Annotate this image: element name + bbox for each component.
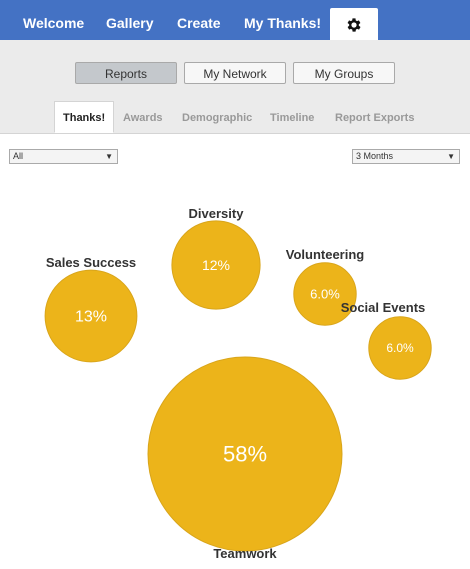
bubble-value-label: 13% bbox=[75, 309, 107, 326]
bubble-value-label: 58% bbox=[223, 442, 267, 467]
bubble-volunteering[interactable] bbox=[293, 262, 357, 326]
group-filter-value: All bbox=[13, 151, 24, 161]
group-filter-select[interactable]: All ▼ bbox=[9, 149, 118, 164]
bubble-social-events[interactable] bbox=[368, 316, 432, 380]
settings-tab[interactable] bbox=[330, 8, 378, 42]
tab-timeline[interactable]: Timeline bbox=[270, 112, 315, 124]
reports-button[interactable]: Reports bbox=[75, 62, 177, 84]
bubble-value-label: 6.0% bbox=[310, 287, 340, 302]
bubble-category-label: Social Events bbox=[341, 300, 426, 315]
bubble-value-label: 6.0% bbox=[386, 341, 414, 355]
nav-gallery[interactable]: Gallery bbox=[106, 15, 154, 31]
gear-icon bbox=[347, 18, 361, 32]
period-filter-value: 3 Months bbox=[356, 151, 394, 161]
bubble-category-label: Sales Success bbox=[46, 255, 136, 270]
tab-report-exports[interactable]: Report Exports bbox=[335, 112, 415, 124]
my-network-button[interactable]: My Network bbox=[184, 62, 286, 84]
tab-thanks[interactable]: Thanks! bbox=[54, 101, 115, 133]
top-navbar: Welcome Gallery Create My Thanks! bbox=[0, 0, 470, 42]
tab-demographic[interactable]: Demographic bbox=[182, 112, 253, 124]
period-filter-select[interactable]: 3 Months ▼ bbox=[352, 149, 460, 164]
dropdown-arrow-icon: ▼ bbox=[447, 152, 455, 161]
nav-welcome[interactable]: Welcome bbox=[23, 15, 85, 31]
bubble-teamwork[interactable] bbox=[147, 356, 343, 552]
tab-awards[interactable]: Awards bbox=[123, 112, 163, 124]
bubble-value-label: 12% bbox=[202, 257, 230, 273]
nav-create[interactable]: Create bbox=[177, 15, 221, 31]
bubble-sales-success[interactable] bbox=[44, 269, 138, 363]
nav-my-thanks[interactable]: My Thanks! bbox=[244, 15, 322, 31]
bubble-chart: 12% Diversity 13% Sales Success 6.0% Voluntee… bbox=[44, 206, 432, 561]
dropdown-arrow-icon: ▼ bbox=[105, 152, 113, 161]
bubble-diversity[interactable] bbox=[171, 220, 261, 310]
bubble-category-label: Diversity bbox=[189, 206, 245, 221]
bubble-category-label: Teamwork bbox=[213, 546, 277, 561]
bubble-category-label: Volunteering bbox=[286, 247, 365, 262]
my-groups-button[interactable]: My Groups bbox=[293, 62, 395, 84]
